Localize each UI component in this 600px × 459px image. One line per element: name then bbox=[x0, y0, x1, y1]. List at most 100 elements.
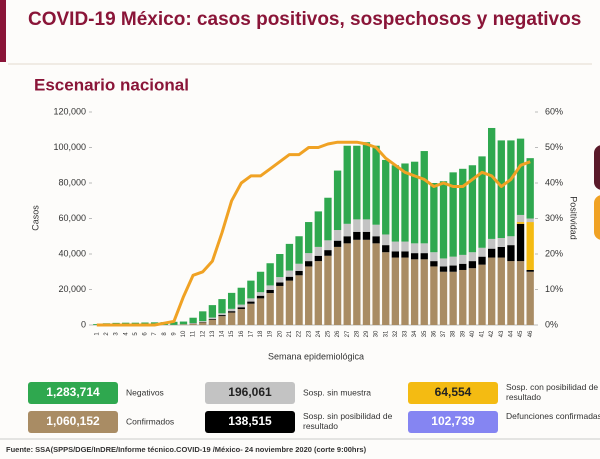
bar-segment bbox=[218, 299, 226, 314]
x-tick-label: 29 bbox=[364, 330, 370, 337]
x-tick-label: 12 bbox=[200, 330, 206, 337]
y-tick-label: 40,000 bbox=[58, 248, 86, 258]
bar-segment bbox=[266, 289, 274, 294]
bar-segment bbox=[449, 271, 457, 325]
bar-segment bbox=[362, 231, 371, 240]
bar-segment bbox=[391, 251, 400, 258]
bar-segment bbox=[170, 321, 178, 325]
x-tick-label: 40 bbox=[470, 330, 476, 337]
x-tick-label: 1 bbox=[94, 332, 100, 336]
bar-segment bbox=[459, 263, 467, 270]
x-tick-label: 30 bbox=[374, 330, 380, 337]
x-tick-label: 32 bbox=[393, 330, 399, 337]
bar-segment bbox=[382, 245, 390, 253]
y-tick-label: 100,000 bbox=[53, 142, 86, 152]
y2-tick-label: 60% bbox=[545, 106, 563, 116]
x-tick-label: 33 bbox=[403, 330, 409, 337]
y-tick-label: 0 bbox=[81, 319, 86, 329]
x-tick-label: 14 bbox=[220, 330, 226, 337]
x-tick-label: 7 bbox=[152, 332, 158, 336]
bar-segment bbox=[362, 219, 371, 232]
bar-segment bbox=[285, 280, 294, 325]
y-tick-label: 20,000 bbox=[58, 284, 86, 294]
legend-total: 102,739 bbox=[431, 414, 475, 428]
x-tick-label: 45 bbox=[518, 330, 524, 337]
bar-segment bbox=[247, 301, 255, 304]
x-tick-label: 4 bbox=[123, 332, 129, 336]
y2-tick-label: 20% bbox=[545, 248, 563, 258]
chart-subtitle: Escenario nacional bbox=[34, 75, 189, 94]
legend-label: Sosp. sin muestra bbox=[303, 387, 371, 397]
bar-segment bbox=[256, 295, 265, 299]
bar-segment bbox=[324, 255, 332, 325]
x-tick-label: 37 bbox=[441, 330, 447, 337]
bar-segment bbox=[516, 214, 525, 223]
x-tick-label: 38 bbox=[451, 330, 457, 337]
accent-bar bbox=[0, 0, 6, 62]
bar-segment bbox=[276, 282, 284, 286]
bar-segment bbox=[189, 323, 197, 325]
bar-segment bbox=[343, 236, 351, 244]
bar-segment bbox=[179, 321, 188, 325]
chart-title: COVID-19 México: casos positivos, sospec… bbox=[28, 9, 581, 30]
side-tab bbox=[594, 195, 600, 240]
bar-segment bbox=[488, 127, 496, 239]
bar-segment bbox=[305, 222, 313, 254]
bar-segment bbox=[256, 298, 265, 325]
bar-segment bbox=[247, 303, 255, 325]
legend-total: 1,060,152 bbox=[46, 414, 100, 428]
bar-segment bbox=[372, 145, 380, 225]
source: Fuente: SSA(SPPS/DGE/InDRE/Informe técni… bbox=[6, 445, 367, 454]
bar-segment bbox=[459, 168, 467, 255]
x-tick-label: 43 bbox=[499, 330, 505, 337]
bar-segment bbox=[199, 322, 207, 325]
y2-tick-label: 50% bbox=[545, 142, 563, 152]
legend-label: Sosp. sin posibilidad de resultado bbox=[303, 411, 393, 431]
bar-segment bbox=[439, 266, 448, 272]
x-tick-label: 18 bbox=[258, 330, 264, 337]
bar-segment bbox=[305, 253, 313, 262]
bar-segment bbox=[507, 236, 515, 246]
bar-segment bbox=[218, 316, 226, 325]
bar-segment bbox=[208, 305, 217, 318]
x-tick-label: 21 bbox=[287, 330, 293, 337]
x-tick-label: 46 bbox=[528, 330, 534, 337]
bar-segment bbox=[324, 197, 332, 241]
bar-segment bbox=[218, 313, 226, 316]
bar-segment bbox=[468, 261, 477, 269]
bar-segment bbox=[401, 241, 409, 252]
bar-segment bbox=[266, 263, 274, 286]
bar-segment bbox=[507, 245, 515, 262]
x-tick-label: 42 bbox=[489, 330, 495, 337]
x-tick-label: 20 bbox=[277, 330, 283, 337]
bar-segment bbox=[488, 257, 496, 325]
y2-tick-label: 40% bbox=[545, 177, 563, 187]
bar-segment bbox=[208, 317, 217, 319]
legend-swatch bbox=[28, 411, 118, 433]
legend-label: Defunciones confirmadas bbox=[506, 411, 600, 421]
bar-segment bbox=[295, 236, 303, 264]
positivity-line bbox=[96, 140, 531, 327]
bar-segment bbox=[247, 298, 255, 302]
y2-tick-label: 0% bbox=[545, 319, 558, 329]
bar-segment bbox=[227, 311, 236, 313]
bar-segment bbox=[478, 264, 486, 325]
bar-segment bbox=[324, 250, 332, 256]
legend-total: 64,554 bbox=[435, 385, 472, 399]
bar-segment bbox=[372, 224, 380, 237]
bar-segment bbox=[439, 271, 448, 325]
bar-segment bbox=[199, 321, 207, 322]
bar-segment bbox=[314, 246, 322, 256]
bar-segment bbox=[420, 253, 428, 260]
bar-segment bbox=[478, 256, 486, 265]
legend-label: Negativos bbox=[126, 387, 164, 397]
legend-label: Confirmados bbox=[126, 416, 174, 426]
legend-total: 1,283,714 bbox=[46, 385, 100, 399]
bar-segment bbox=[459, 269, 467, 325]
bar-segment bbox=[237, 304, 245, 308]
y-tick-label: 120,000 bbox=[53, 106, 86, 116]
bar-segment bbox=[285, 270, 294, 277]
bar-segment bbox=[478, 156, 486, 248]
bar-segment bbox=[343, 145, 351, 224]
bar-segment bbox=[295, 270, 303, 276]
